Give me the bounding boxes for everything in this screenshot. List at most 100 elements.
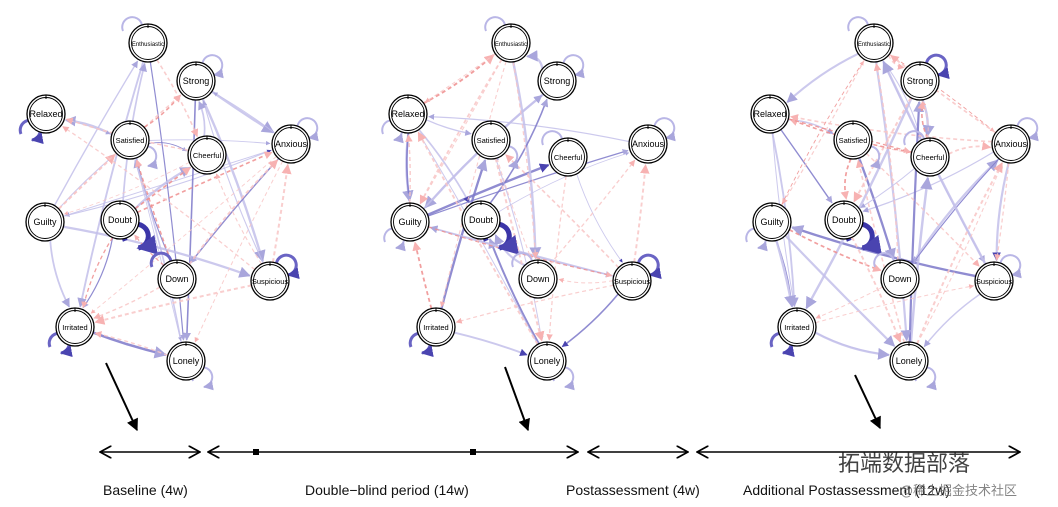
node-lonely: Lonely xyxy=(527,341,567,381)
positive-edge xyxy=(198,101,207,137)
watermark-subtext: @稀土掘金技术社区 xyxy=(900,484,1018,499)
node-doubt: Doubt xyxy=(100,200,140,240)
node-cheerful: Cheerful xyxy=(910,137,950,177)
node-satisfied: Satisfied xyxy=(833,120,873,160)
node-label: Down xyxy=(165,274,188,284)
negative-edge xyxy=(90,155,277,314)
node-strong: Strong xyxy=(537,61,577,101)
negative-edge xyxy=(215,173,262,265)
negative-edge xyxy=(840,158,852,200)
negative-edge xyxy=(789,118,912,153)
positive-edge xyxy=(814,331,891,360)
negative-edge xyxy=(889,53,995,132)
positive-edge xyxy=(440,159,488,310)
negative-edge xyxy=(93,286,161,320)
positive-edge xyxy=(211,90,275,134)
node-down: Down xyxy=(880,259,920,299)
negative-edge xyxy=(887,54,905,70)
node-label: Anxious xyxy=(632,139,665,149)
node-down: Down xyxy=(518,259,558,299)
phase-label-postassessment: Postassessment (4w) xyxy=(566,482,700,498)
node-label: Lonely xyxy=(896,356,923,366)
negative-edge xyxy=(62,126,256,271)
node-label: Down xyxy=(888,274,911,284)
node-label: Doubt xyxy=(108,215,133,225)
node-enthusiastic: Enthusiastic xyxy=(491,23,531,63)
node-lonely: Lonely xyxy=(166,341,206,381)
phase-label-baseline: Baseline (4w) xyxy=(103,482,188,498)
edges-layer xyxy=(18,16,1039,432)
node-label: Guilty xyxy=(398,217,422,227)
negative-edge xyxy=(851,236,902,343)
node-label: Lonely xyxy=(534,356,561,366)
node-label: Enthusiastic xyxy=(132,42,164,48)
positive-edge xyxy=(923,293,981,348)
node-relaxed: Relaxed xyxy=(26,94,66,134)
negative-edge xyxy=(917,101,929,139)
negative-edge xyxy=(94,284,252,325)
node-strong: Strong xyxy=(900,61,940,101)
node-guilty: Guilty xyxy=(390,202,430,242)
positive-edge xyxy=(526,50,544,70)
negative-edge xyxy=(137,151,273,214)
node-suspicious: Suspicious xyxy=(612,261,652,301)
node-label: Irritated xyxy=(62,323,87,332)
negative-edge xyxy=(815,284,975,324)
node-relaxed: Relaxed xyxy=(750,94,790,134)
negative-edge xyxy=(271,163,292,263)
node-label: Lonely xyxy=(173,356,200,366)
node-label: Irritated xyxy=(423,323,448,332)
node-anxious: Anxious xyxy=(271,124,311,164)
node-guilty: Guilty xyxy=(752,202,792,242)
phase-pointer-arrow xyxy=(854,374,881,430)
node-label: Strong xyxy=(907,76,934,86)
positive-edge xyxy=(858,157,896,261)
node-label: Satisfied xyxy=(477,136,506,145)
negative-edge xyxy=(455,284,614,324)
negative-edge xyxy=(780,60,864,206)
timeline-tick xyxy=(253,449,259,455)
node-label: Suspicious xyxy=(614,277,651,286)
node-label: Doubt xyxy=(469,215,494,225)
positive-edge xyxy=(201,98,266,263)
positive-edge xyxy=(488,238,540,345)
nodes-layer: Enthusiastic Strong Relaxed Satisfied Cheerf… xyxy=(25,23,1031,381)
positive-edge xyxy=(453,331,528,356)
negative-edge xyxy=(549,159,636,265)
positive-edge xyxy=(428,113,630,143)
node-cheerful: Cheerful xyxy=(187,135,227,175)
phase-pointer-arrow xyxy=(504,366,530,432)
negative-edge xyxy=(558,278,614,284)
negative-edge xyxy=(948,141,992,155)
node-enthusiastic: Enthusiastic xyxy=(854,23,894,63)
positive-edge xyxy=(860,167,916,209)
negative-edge xyxy=(633,163,650,263)
positive-edge xyxy=(429,225,614,277)
negative-edge xyxy=(853,97,912,203)
negative-edge xyxy=(81,237,114,309)
node-guilty: Guilty xyxy=(25,202,65,242)
negative-edge xyxy=(994,162,1010,261)
negative-edge xyxy=(865,152,980,267)
positive-edge xyxy=(909,176,933,343)
negative-edge xyxy=(439,61,507,308)
positive-edge xyxy=(786,52,859,103)
node-strong: Strong xyxy=(176,61,216,101)
positive-edge xyxy=(62,149,272,217)
node-label: Doubt xyxy=(832,215,857,225)
node-irritated: Irritated xyxy=(416,307,456,347)
negative-edge xyxy=(94,331,169,357)
node-doubt: Doubt xyxy=(824,200,864,240)
positive-edge xyxy=(77,61,145,308)
negative-edge xyxy=(789,228,882,272)
positive-edge xyxy=(427,149,629,217)
node-label: Guilty xyxy=(760,217,784,227)
node-cheerful: Cheerful xyxy=(548,137,588,177)
node-label: Strong xyxy=(183,76,210,86)
negative-edge xyxy=(423,54,495,105)
positive-edge xyxy=(561,293,619,348)
node-suspicious: Suspicious xyxy=(250,261,290,301)
node-label: Satisfied xyxy=(839,136,868,145)
node-label: Irritated xyxy=(784,323,809,332)
positive-edge xyxy=(201,100,264,264)
